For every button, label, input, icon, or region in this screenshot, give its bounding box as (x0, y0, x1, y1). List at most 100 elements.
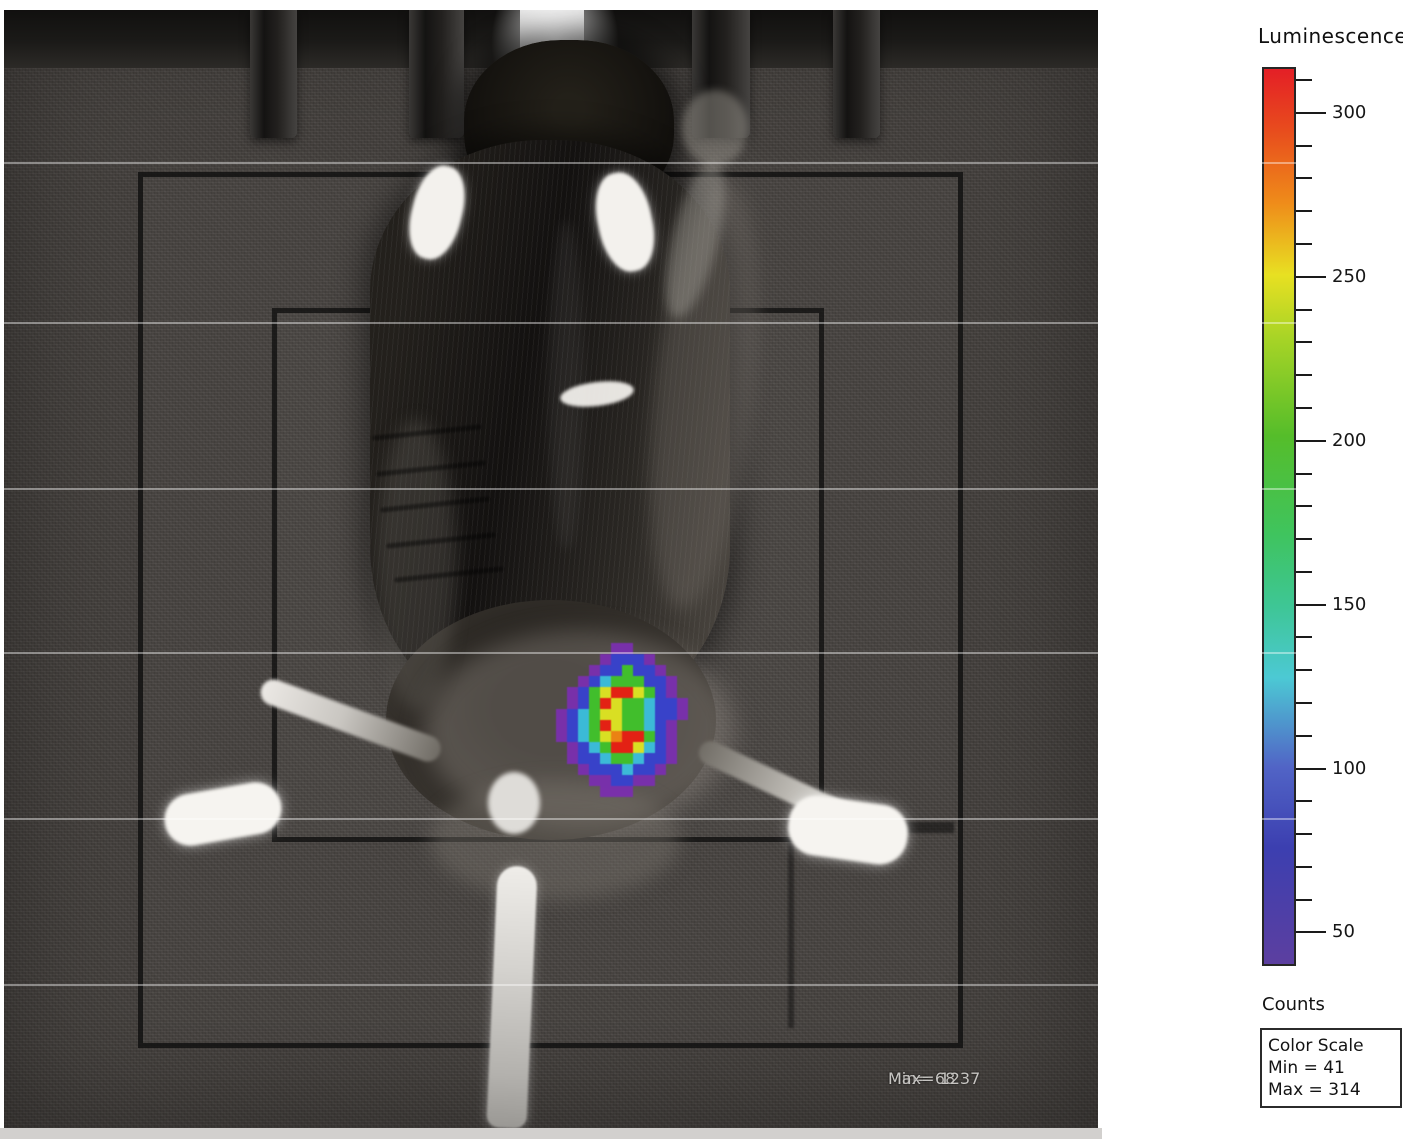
luminescence-pixel (655, 665, 666, 676)
luminescence-pixel (644, 654, 655, 665)
luminescence-pixel (655, 731, 666, 742)
colorbar-minor-tick (1296, 243, 1312, 246)
tail-base (488, 772, 540, 834)
luminescence-pixel (611, 742, 622, 753)
scan-artifact-line (0, 322, 1403, 324)
colorbar-major-tick (1296, 111, 1326, 114)
luminescence-pixel (611, 687, 622, 698)
luminescence-pixel (666, 698, 677, 709)
colorbar-gradient (1262, 67, 1296, 966)
stage-seam-vertical (788, 838, 794, 1028)
luminescence-pixel (600, 676, 611, 687)
luminescence-pixel (633, 775, 644, 786)
luminescence-pixel (567, 698, 578, 709)
luminescence-pixel (677, 698, 688, 709)
colorbar-minor-tick (1296, 865, 1312, 868)
fur-highlight-left (376, 420, 456, 710)
luminescence-pixel (666, 742, 677, 753)
colorbar-minor-tick (1296, 374, 1312, 377)
scan-artifact-line (0, 652, 1403, 654)
luminescence-pixel (644, 742, 655, 753)
colorbar-title: Luminescence (1258, 24, 1403, 48)
luminescence-pixel (633, 654, 644, 665)
luminescence-pixel (622, 742, 633, 753)
colorbar-minor-tick (1296, 210, 1312, 213)
luminescence-pixel (633, 665, 644, 676)
luminescence-pixel (600, 786, 611, 797)
luminescence-pixel (589, 698, 600, 709)
luminescence-pixel (633, 764, 644, 775)
luminescence-pixel (567, 687, 578, 698)
luminescence-pixel (578, 764, 589, 775)
luminescence-pixel (622, 753, 633, 764)
colorbar-major-tick (1296, 603, 1326, 606)
image-max-label: Max= 1237 (888, 1069, 981, 1088)
luminescence-pixel (600, 665, 611, 676)
colorbar-minor-tick (1296, 570, 1312, 573)
luminescence-pixel (567, 753, 578, 764)
luminescence-pixel (622, 687, 633, 698)
luminescence-pixel (556, 709, 567, 720)
luminescence-pixel (589, 709, 600, 720)
luminescence-pixel (600, 775, 611, 786)
colorbar-minor-tick (1296, 800, 1312, 803)
colorbar-minor-tick (1296, 833, 1312, 836)
luminescence-pixel (589, 731, 600, 742)
luminescence-pixel (633, 753, 644, 764)
luminescence-pixel (600, 720, 611, 731)
luminescence-pixel (644, 698, 655, 709)
luminescence-pixel (611, 786, 622, 797)
luminescence-pixel (644, 709, 655, 720)
colorbar-minor-tick (1296, 734, 1312, 737)
luminescence-pixel (644, 731, 655, 742)
colorbar-tick-label: 50 (1332, 921, 1355, 943)
colorbar-units-label: Counts (1262, 994, 1325, 1015)
luminescence-pixel (644, 676, 655, 687)
scan-artifact-line (0, 488, 1403, 490)
luminescence-pixel (600, 764, 611, 775)
luminescence-pixel (567, 709, 578, 720)
luminescence-pixel (622, 698, 633, 709)
luminescence-pixel (589, 720, 600, 731)
luminescence-pixel (633, 698, 644, 709)
luminescence-pixel (567, 742, 578, 753)
luminescence-pixel (666, 731, 677, 742)
luminescence-pixel (600, 742, 611, 753)
colorbar-tick-label: 200 (1332, 429, 1367, 451)
luminescence-pixel (644, 687, 655, 698)
luminescence-pixel (589, 764, 600, 775)
luminescence-pixel (578, 698, 589, 709)
luminescence-pixel (578, 742, 589, 753)
luminescence-pixel (655, 698, 666, 709)
gas-manifold-tube (409, 10, 464, 138)
luminescence-pixel (633, 720, 644, 731)
luminescence-pixel (611, 720, 622, 731)
color-scale-max: Max = 314 (1268, 1080, 1361, 1100)
luminescence-pixel (633, 676, 644, 687)
color-scale-box: Color Scale Min = 41 Max = 314 (1260, 1028, 1402, 1108)
luminescence-pixel (600, 687, 611, 698)
luminescence-pixel (622, 676, 633, 687)
luminescence-pixel (578, 676, 589, 687)
luminescence-pixel (655, 764, 666, 775)
luminescence-pixel (567, 731, 578, 742)
luminescence-pixel (666, 676, 677, 687)
luminescence-pixel (644, 753, 655, 764)
gas-manifold-tube (250, 10, 297, 138)
luminescence-pixel (655, 676, 666, 687)
luminescence-pixel (655, 742, 666, 753)
luminescence-pixel (655, 709, 666, 720)
luminescence-pixel (578, 687, 589, 698)
colorbar-minor-tick (1296, 669, 1312, 672)
luminescence-pixel (556, 731, 567, 742)
color-scale-min: Min = 41 (1268, 1058, 1345, 1078)
colorbar-minor-tick (1296, 636, 1312, 639)
colorbar-minor-tick (1296, 308, 1312, 311)
luminescence-pixel (611, 764, 622, 775)
luminescence-pixel (611, 775, 622, 786)
luminescence-pixel (589, 676, 600, 687)
hindquarters-highlight (430, 780, 680, 900)
luminescence-pixel (633, 742, 644, 753)
luminescence-pixel (578, 753, 589, 764)
